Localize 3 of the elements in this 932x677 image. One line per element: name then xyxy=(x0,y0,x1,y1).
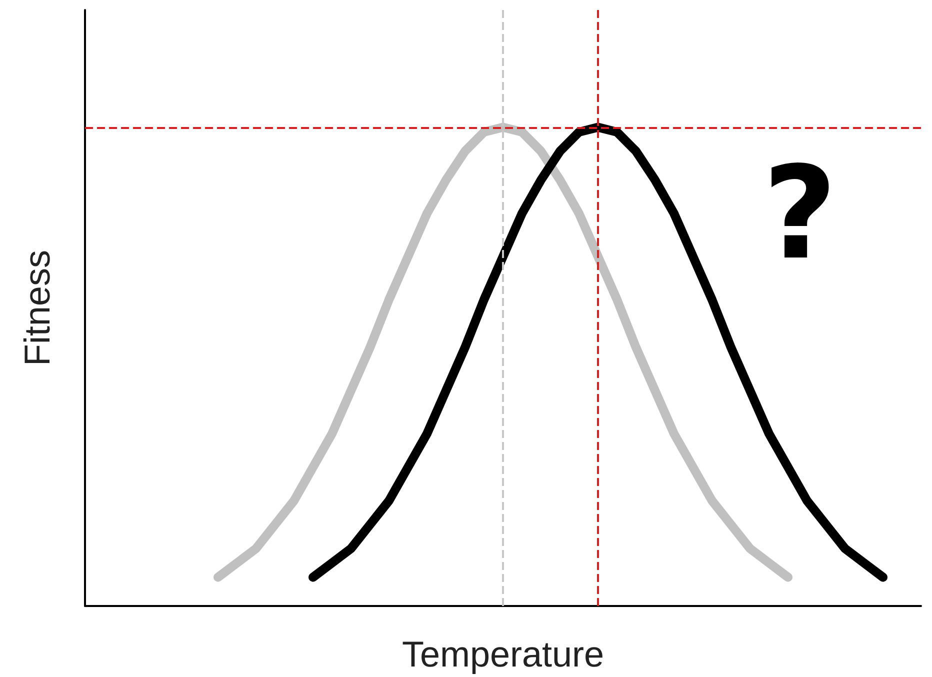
annotation: ? xyxy=(762,140,837,288)
y-axis-title: Fitness xyxy=(16,250,58,366)
x-axis-title: Temperature xyxy=(402,634,604,674)
